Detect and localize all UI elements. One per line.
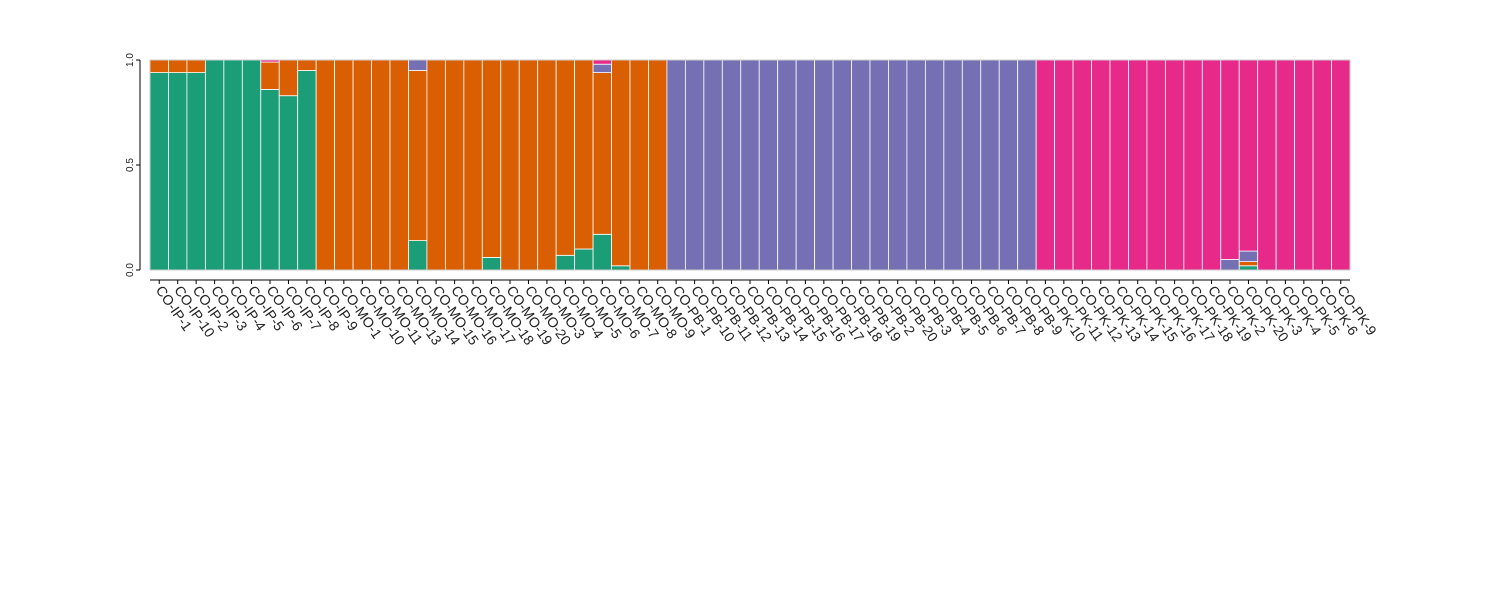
plot-border xyxy=(149,59,1351,271)
bar-segment xyxy=(1072,59,1092,271)
bar-segment xyxy=(961,59,982,271)
bar-segment xyxy=(334,59,354,271)
bar-segment xyxy=(537,59,557,271)
bar-segment xyxy=(721,59,742,271)
bar-segment xyxy=(666,59,686,271)
bar-segment xyxy=(500,59,520,271)
bar-segment xyxy=(278,95,299,271)
bar-segment xyxy=(1183,59,1203,271)
bar-segment xyxy=(998,59,1019,271)
plot-frame xyxy=(149,59,1351,271)
bars-group xyxy=(149,59,1351,271)
bar-segment xyxy=(149,59,169,74)
bar-segment xyxy=(943,59,963,271)
bar-segment xyxy=(1128,59,1148,271)
bar-segment xyxy=(611,59,631,267)
bar-segment xyxy=(1220,59,1240,260)
bar-segment xyxy=(149,72,169,271)
bar-segment xyxy=(1220,259,1240,271)
bar-segment xyxy=(1017,59,1037,271)
bar-segment xyxy=(186,72,206,271)
bar-segment xyxy=(592,59,612,65)
bar-segment xyxy=(814,59,834,271)
bar-segment xyxy=(241,59,262,271)
bar-segment xyxy=(795,59,816,271)
bar-segment xyxy=(1331,59,1351,271)
bar-segment xyxy=(408,70,428,242)
bar-segment xyxy=(315,59,336,271)
bar-segment xyxy=(1109,59,1129,271)
bar-segment xyxy=(186,59,206,74)
bar-segment xyxy=(260,89,280,271)
y-axis: 0.0 0.5 1.0 xyxy=(125,53,141,277)
bar-segment xyxy=(592,233,612,271)
bar-segment xyxy=(851,59,871,271)
bar-segment xyxy=(444,59,465,271)
bar-segment xyxy=(352,59,372,271)
bar-segment xyxy=(684,59,705,271)
bar-segment xyxy=(204,59,225,271)
bar-segment xyxy=(260,61,280,90)
bar-segment xyxy=(278,59,299,97)
bar-segment xyxy=(555,59,576,256)
bar-segment xyxy=(1257,59,1277,271)
y-tick-label: 1.0 xyxy=(125,53,136,67)
bar-segment xyxy=(481,59,502,258)
bar-segment xyxy=(574,248,594,271)
bar-segment xyxy=(1164,59,1185,271)
bar-segment xyxy=(924,59,945,271)
bar-segment xyxy=(980,59,1000,271)
bar-segment xyxy=(832,59,852,271)
bar-segment xyxy=(777,59,797,271)
bar-segment xyxy=(371,59,391,271)
bar-segment xyxy=(408,240,428,271)
bar-segment xyxy=(1146,59,1166,271)
bar-segment xyxy=(518,59,539,271)
bar-segment xyxy=(408,59,428,71)
bar-segment xyxy=(1201,59,1222,271)
bar-segment xyxy=(297,59,317,71)
bar-segment xyxy=(1091,59,1111,271)
bar-segment xyxy=(740,59,760,271)
x-axis: CO-IP-1CO-IP-10CO-IP-2CO-IP-3CO-IP-4CO-I… xyxy=(150,279,1380,348)
bar-segment xyxy=(1238,265,1259,271)
bar-segment xyxy=(168,59,188,74)
bar-segment xyxy=(168,72,188,271)
bar-segment xyxy=(1035,59,1056,271)
y-tick-label: 0.5 xyxy=(125,158,136,172)
bar-segment xyxy=(223,59,243,271)
bar-segment xyxy=(1238,261,1259,267)
bar-segment xyxy=(888,59,908,271)
bar-segment xyxy=(703,59,723,271)
bar-segment xyxy=(906,59,926,271)
bar-segment xyxy=(1275,59,1296,271)
bar-segment xyxy=(1294,59,1314,271)
bar-segment xyxy=(869,59,889,271)
bar-segment xyxy=(1312,59,1332,271)
bar-segment xyxy=(574,59,594,250)
bar-segment xyxy=(1238,59,1259,252)
bar-segment xyxy=(611,265,631,271)
bar-segment xyxy=(481,256,502,271)
y-tick-label: 0.0 xyxy=(125,263,136,277)
bar-segment xyxy=(555,254,576,271)
bar-segment xyxy=(1054,59,1074,271)
bar-segment xyxy=(389,59,409,271)
bar-segment xyxy=(592,72,612,235)
bar-segment xyxy=(1238,250,1259,263)
bar-segment xyxy=(629,59,649,271)
bar-segment xyxy=(463,59,483,271)
bar-segment xyxy=(758,59,779,271)
bar-segment xyxy=(648,59,668,271)
bar-segment xyxy=(426,59,446,271)
bar-segment xyxy=(297,70,317,271)
bar-segment xyxy=(592,63,612,73)
